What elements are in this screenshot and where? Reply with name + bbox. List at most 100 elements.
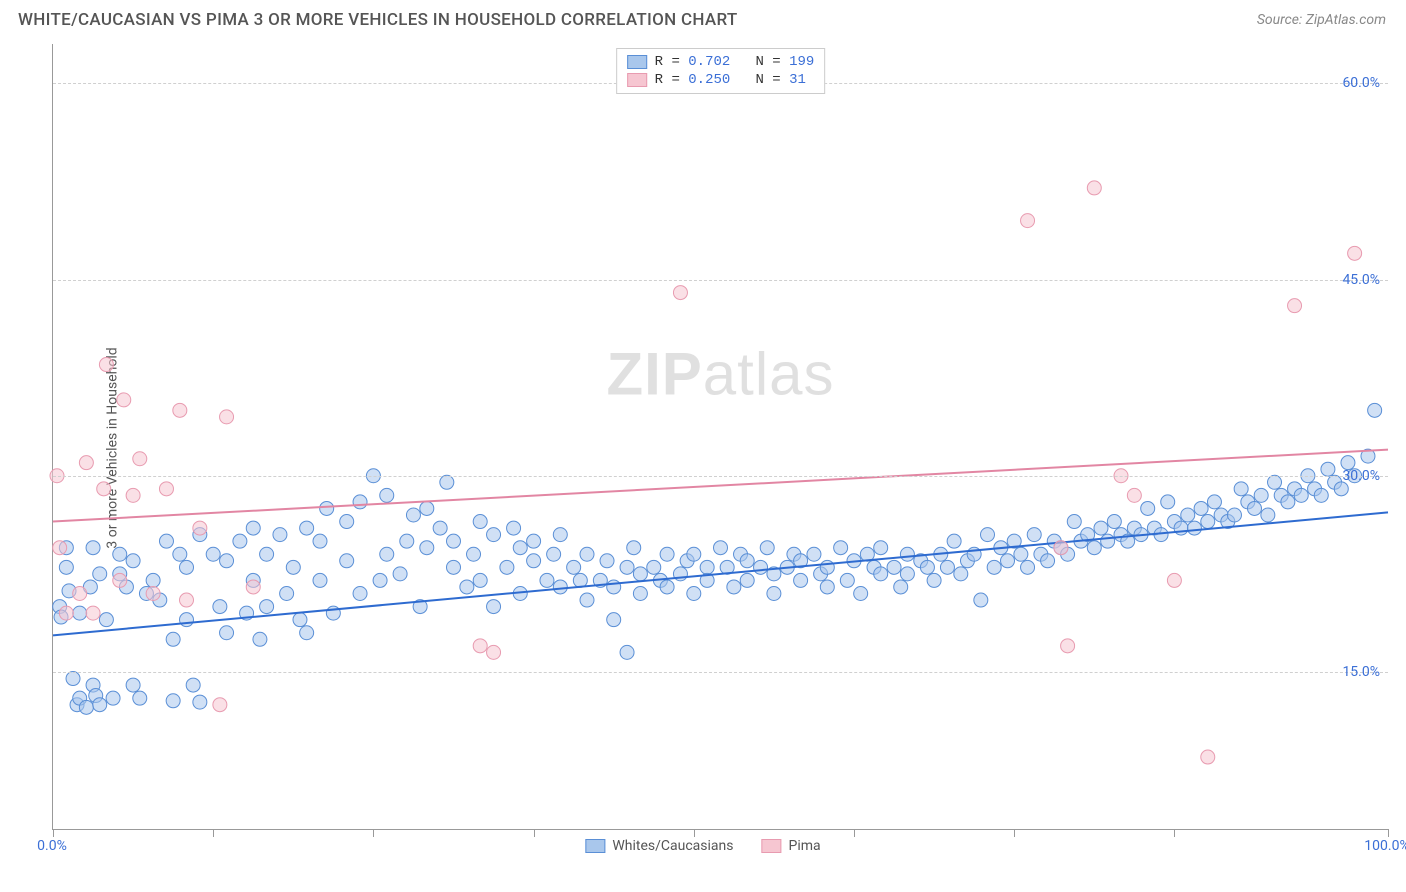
data-point xyxy=(627,541,641,555)
data-point xyxy=(340,554,354,568)
chart-header: WHITE/CAUCASIAN VS PIMA 3 OR MORE VEHICL… xyxy=(0,0,1406,36)
data-point xyxy=(186,678,200,692)
data-point xyxy=(660,547,674,561)
data-point xyxy=(1187,521,1201,535)
data-point xyxy=(874,541,888,555)
data-point xyxy=(117,393,131,407)
legend-stat-row: R = 0.250 N = 31 xyxy=(627,71,815,89)
data-point xyxy=(473,515,487,529)
data-point xyxy=(940,560,954,574)
data-point xyxy=(146,587,160,601)
data-point xyxy=(487,645,501,659)
data-point xyxy=(834,541,848,555)
data-point xyxy=(280,587,294,601)
x-tick xyxy=(534,829,535,837)
data-point xyxy=(353,495,367,509)
data-point xyxy=(981,528,995,542)
data-point xyxy=(974,593,988,607)
data-point xyxy=(1227,508,1241,522)
data-point xyxy=(647,560,661,574)
data-point xyxy=(607,580,621,594)
y-tick-label: 15.0% xyxy=(1342,664,1380,680)
data-point xyxy=(487,528,501,542)
data-point xyxy=(93,567,107,581)
data-point xyxy=(1087,181,1101,195)
data-point xyxy=(133,691,147,705)
data-point xyxy=(600,554,614,568)
data-point xyxy=(79,456,93,470)
x-tick-label: 0.0% xyxy=(37,838,67,854)
data-point xyxy=(1288,299,1302,313)
data-point xyxy=(106,691,120,705)
x-tick xyxy=(1014,829,1015,837)
data-point xyxy=(420,501,434,515)
data-point xyxy=(220,410,234,424)
data-point xyxy=(220,626,234,640)
data-point xyxy=(99,613,113,627)
legend-item: Pima xyxy=(762,838,821,854)
data-point xyxy=(206,547,220,561)
x-tick xyxy=(1174,829,1175,837)
data-point xyxy=(900,567,914,581)
data-point xyxy=(1141,501,1155,515)
data-point xyxy=(573,573,587,587)
data-point xyxy=(246,521,260,535)
data-point xyxy=(887,560,901,574)
data-point xyxy=(673,286,687,300)
data-point xyxy=(567,560,581,574)
data-point xyxy=(166,632,180,646)
data-point xyxy=(340,515,354,529)
data-point xyxy=(1207,495,1221,509)
data-point xyxy=(820,560,834,574)
data-point xyxy=(159,482,173,496)
data-point xyxy=(1101,534,1115,548)
data-point xyxy=(246,580,260,594)
data-point xyxy=(553,580,567,594)
data-point xyxy=(1181,508,1195,522)
data-point xyxy=(687,587,701,601)
data-point xyxy=(1254,488,1268,502)
data-point xyxy=(607,613,621,627)
data-point xyxy=(927,573,941,587)
legend-stats: R = 0.702 N = 199R = 0.250 N = 31 xyxy=(616,48,826,94)
data-point xyxy=(173,403,187,417)
data-point xyxy=(273,528,287,542)
data-point xyxy=(433,521,447,535)
data-point xyxy=(1054,541,1068,555)
x-tick xyxy=(854,829,855,837)
x-tick xyxy=(373,829,374,837)
data-point xyxy=(53,541,67,555)
data-point xyxy=(420,541,434,555)
x-tick xyxy=(213,829,214,837)
x-tick xyxy=(694,829,695,837)
data-point xyxy=(1127,488,1141,502)
gridline xyxy=(53,672,1388,673)
data-point xyxy=(700,560,714,574)
data-point xyxy=(66,672,80,686)
y-tick-label: 60.0% xyxy=(1342,75,1380,91)
chart-source: Source: ZipAtlas.com xyxy=(1257,12,1386,28)
data-point xyxy=(487,600,501,614)
data-point xyxy=(400,534,414,548)
data-point xyxy=(807,547,821,561)
y-tick-label: 30.0% xyxy=(1342,468,1380,484)
data-point xyxy=(620,560,634,574)
data-point xyxy=(113,573,127,587)
data-point xyxy=(86,541,100,555)
data-point xyxy=(1294,488,1308,502)
data-point xyxy=(213,698,227,712)
data-point xyxy=(1094,521,1108,535)
data-point xyxy=(1368,403,1382,417)
data-point xyxy=(193,695,207,709)
data-point xyxy=(260,600,274,614)
data-point xyxy=(1201,750,1215,764)
legend-swatch xyxy=(762,839,782,853)
plot-svg xyxy=(53,44,1388,829)
data-point xyxy=(320,501,334,515)
data-point xyxy=(620,645,634,659)
data-point xyxy=(1234,482,1248,496)
data-point xyxy=(1027,528,1041,542)
data-point xyxy=(1321,462,1335,476)
data-point xyxy=(687,547,701,561)
data-point xyxy=(1021,214,1035,228)
